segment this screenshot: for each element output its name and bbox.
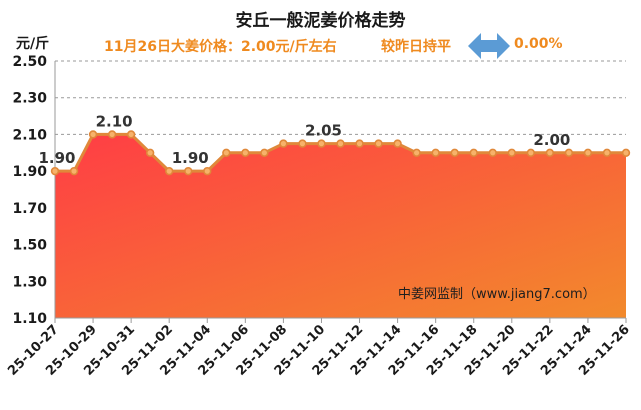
y-tick-label: 1.10	[12, 311, 47, 327]
data-point	[355, 139, 364, 148]
y-tick-label: 1.50	[12, 238, 47, 254]
data-point	[241, 148, 250, 157]
data-point	[374, 139, 383, 148]
data-point	[545, 148, 555, 157]
y-tick-label: 1.30	[12, 274, 47, 290]
change-text: 较昨日持平	[381, 39, 451, 55]
y-axis: 1.10 1.30 1.50 1.70 1.90 2.10 2.30 2.50	[12, 54, 56, 327]
x-axis: 25-10-2725-10-2925-10-3125-11-0225-11-04…	[5, 317, 633, 379]
left-right-arrow-icon	[468, 33, 510, 59]
data-point	[431, 148, 440, 157]
data-point	[526, 148, 536, 157]
data-label: 2.10	[96, 112, 133, 130]
data-point	[412, 148, 421, 157]
data-point	[507, 148, 516, 157]
data-point	[222, 148, 231, 157]
chart-title: 安丘一般泥姜价格走势	[235, 11, 406, 31]
data-point	[298, 139, 307, 148]
data-label: 1.90	[38, 149, 75, 167]
data-point	[279, 139, 288, 148]
data-label: 2.05	[305, 122, 342, 140]
data-point	[69, 166, 79, 176]
data-point	[260, 148, 269, 157]
area-fill	[55, 134, 626, 318]
data-point	[602, 148, 612, 157]
data-labels: 1.90 2.10 1.90 2.05 2.00	[38, 112, 570, 167]
data-point	[184, 166, 193, 176]
data-point	[583, 148, 593, 157]
data-point	[469, 148, 478, 157]
watermark: 中姜网监制（www.jiang7.com）	[398, 287, 596, 302]
y-tick-label: 2.30	[12, 91, 47, 107]
data-label: 1.90	[172, 149, 209, 167]
data-point	[393, 139, 402, 148]
data-point	[107, 130, 117, 139]
data-point	[50, 166, 60, 176]
data-label: 2.00	[533, 131, 570, 149]
data-point	[88, 130, 98, 139]
data-points	[50, 130, 631, 176]
data-point	[450, 148, 459, 157]
data-point	[145, 148, 155, 157]
data-point	[564, 148, 574, 157]
data-point	[336, 139, 345, 148]
y-tick-label: 2.10	[12, 127, 47, 143]
data-point	[126, 130, 136, 139]
change-percent: 0.00%	[514, 36, 563, 52]
data-point	[203, 166, 212, 176]
data-point	[488, 148, 497, 157]
data-point	[621, 148, 631, 157]
price-summary: 11月26日大姜价格：2.00元/斤左右	[104, 39, 337, 55]
y-tick-label: 1.70	[12, 201, 47, 217]
y-tick-label: 2.50	[12, 54, 47, 70]
y-tick-label: 1.90	[12, 164, 47, 180]
y-axis-unit: 元/斤	[16, 36, 50, 52]
data-point	[317, 139, 326, 148]
data-point	[165, 166, 174, 176]
